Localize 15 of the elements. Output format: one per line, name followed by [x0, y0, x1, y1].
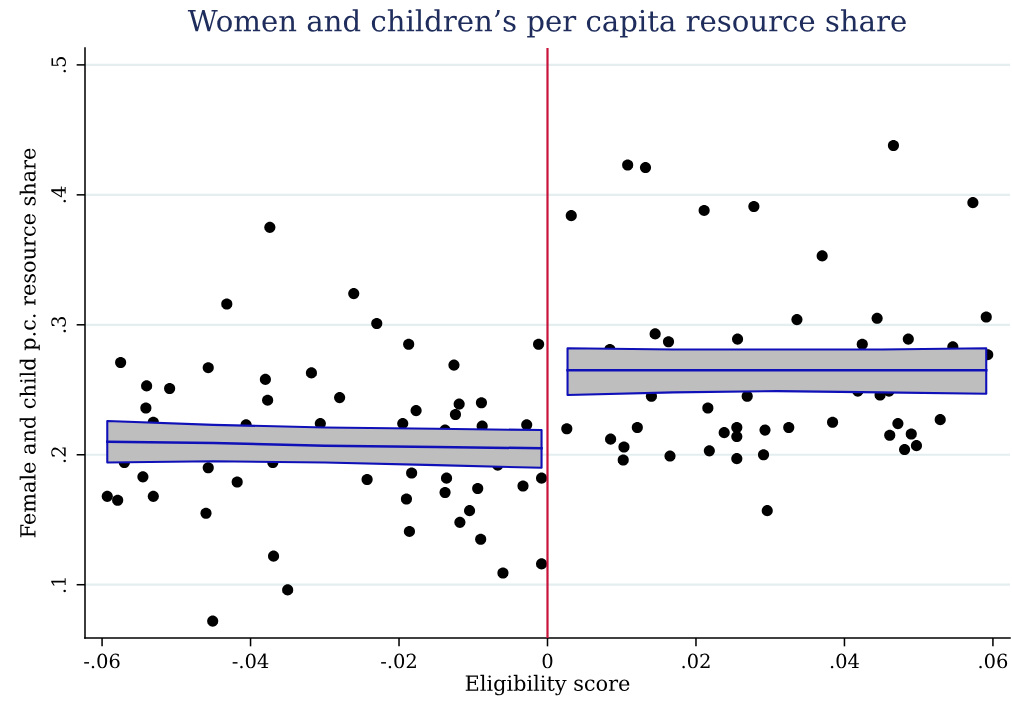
- x-tick-label: -.04: [232, 653, 269, 669]
- x-tick-label: .02: [682, 653, 710, 669]
- y-axis-title: Female and child p.c. resource share: [19, 148, 40, 538]
- x-tick-label: .04: [830, 653, 859, 669]
- y-tick-label: .4: [51, 186, 66, 203]
- y-tick-label: .1: [51, 578, 66, 593]
- y-tick-label: .5: [51, 57, 66, 73]
- y-tick-label: .2: [51, 447, 66, 463]
- x-tick-label: .06: [979, 653, 1008, 669]
- x-tick-label: 0: [542, 653, 553, 669]
- chart-title: Women and children’s per capita resource share: [187, 9, 906, 38]
- x-axis-title: Eligibility score: [465, 674, 630, 696]
- x-tick-label: -.02: [381, 653, 416, 669]
- y-tick-label: .3: [51, 316, 66, 333]
- x-tick-label: -.06: [84, 653, 120, 669]
